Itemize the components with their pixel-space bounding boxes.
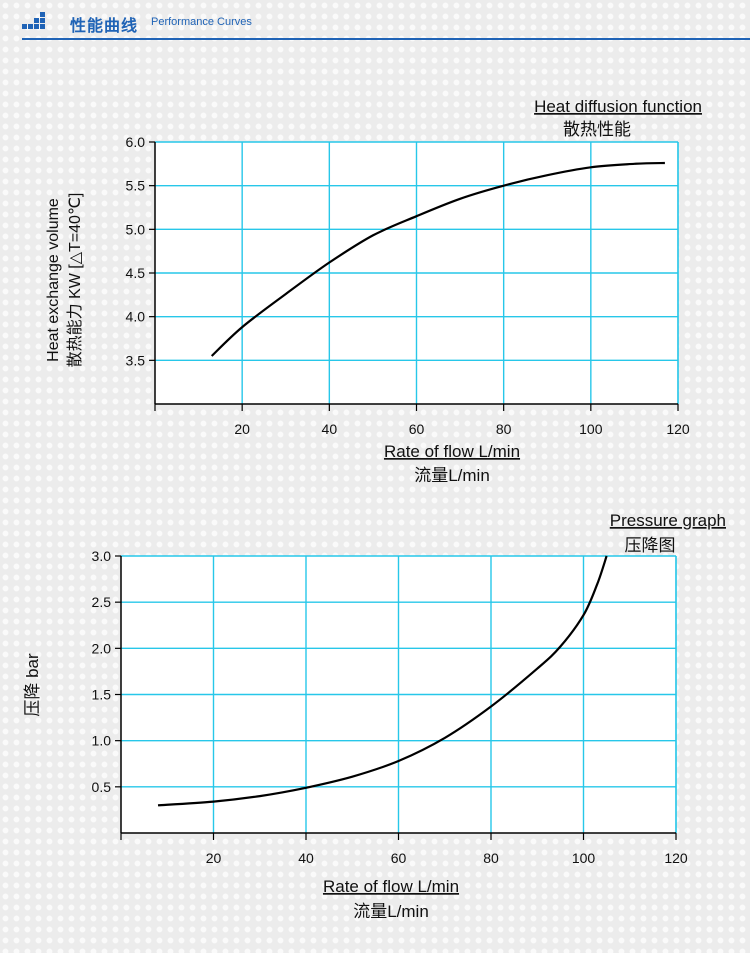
- pressure-chart-y-tick-label: 1.5: [92, 687, 112, 703]
- heat-chart-grid: [155, 141, 679, 404]
- pressure-chart-ylabel: 压降 bar: [23, 653, 42, 717]
- grid-logo-icon: [22, 12, 52, 32]
- heat-chart-y-tick-label: 6.0: [126, 134, 146, 150]
- pressure-chart: 20 40 60 80 100 120 0.5 1.0 1.5 2.0 2.5 3.0 Pressur…: [23, 511, 726, 921]
- heat-series-line: [210, 161, 665, 357]
- pressure-chart-xlabel: Rate of flow L/min: [323, 877, 459, 896]
- heat-chart-xlabel-cn: 流量L/min: [414, 466, 490, 485]
- pressure-chart-y-tick-label: 1.0: [92, 733, 112, 749]
- heat-chart-y-tick-label: 3.5: [126, 352, 146, 368]
- pressure-chart-y-tick-label: 0.5: [92, 779, 112, 795]
- heat-chart-y-tick-label: 5.5: [126, 178, 146, 194]
- pressure-chart-x-tick-label: 100: [572, 850, 596, 866]
- pressure-chart-x-tick-label: 40: [298, 850, 314, 866]
- pressure-chart-x-tick-label: 120: [664, 850, 688, 866]
- pressure-chart-title: Pressure graph: [610, 511, 726, 530]
- header-subtitle: Performance Curves: [151, 16, 252, 28]
- pressure-chart-x-tick-label: 60: [391, 850, 407, 866]
- heat-chart-x-tick-label: 20: [234, 421, 250, 437]
- heat-chart-y-tick-label: 5.0: [126, 221, 146, 237]
- heat-chart-x-tick-label: 120: [666, 421, 690, 437]
- heat-chart-title: Heat diffusion function: [534, 97, 702, 116]
- pressure-chart-y-tick-label: 2.5: [92, 594, 112, 610]
- pressure-chart-xlabel-cn: 流量L/min: [353, 902, 429, 921]
- header-divider: [22, 38, 750, 40]
- page-header: 性能曲线 Performance Curves: [0, 0, 750, 44]
- header-title: 性能曲线: [70, 18, 139, 35]
- pressure-chart-ticks: 20 40 60 80 100 120 0.5 1.0 1.5 2.0 2.5 3.0: [92, 548, 688, 866]
- heat-chart-x-tick-label: 60: [409, 421, 425, 437]
- pressure-series-line: [157, 555, 608, 807]
- heat-chart-xlabel: Rate of flow L/min: [384, 442, 520, 461]
- pressure-chart-x-tick-label: 80: [483, 850, 499, 866]
- heat-chart: 20 40 60 80 100 120 3.5 4.0 4.5 5.0 5.5 6.0 Heat di…: [45, 97, 702, 485]
- heat-chart-x-tick-label: 40: [322, 421, 338, 437]
- heat-chart-subtitle: 散热性能: [563, 120, 631, 139]
- heat-chart-x-tick-label: 80: [496, 421, 512, 437]
- pressure-chart-y-tick-label: 2.0: [92, 640, 112, 656]
- heat-chart-x-tick-label: 100: [579, 421, 603, 437]
- pressure-chart-y-tick-label: 3.0: [92, 548, 112, 564]
- heat-chart-y-tick-label: 4.0: [126, 309, 146, 325]
- pressure-chart-x-tick-label: 20: [206, 850, 222, 866]
- pressure-chart-subtitle: 压降图: [625, 536, 676, 555]
- pressure-chart-grid: [121, 555, 677, 833]
- heat-chart-ylabel: Heat exchange volume: [45, 198, 62, 362]
- heat-chart-y-tick-label: 4.5: [126, 265, 146, 281]
- heat-chart-ticks: 20 40 60 80 100 120 3.5 4.0 4.5 5.0 5.5 6.0: [126, 134, 690, 437]
- heat-chart-ylabel-cn: 散热能力 KW [△T=40℃]: [66, 193, 84, 368]
